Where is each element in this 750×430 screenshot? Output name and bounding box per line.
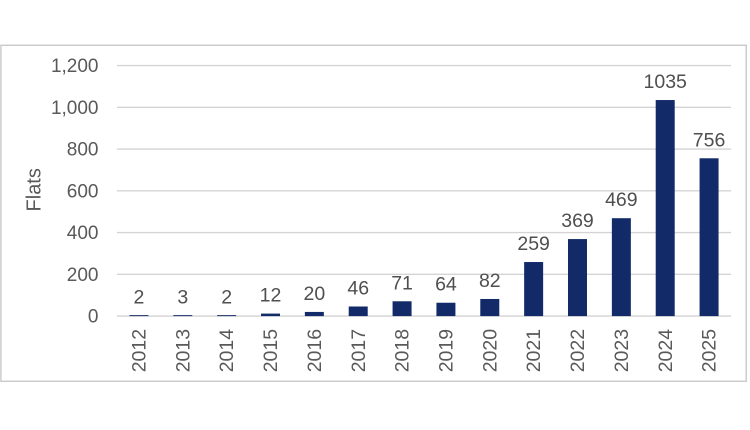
- svg-text:0: 0: [88, 307, 99, 328]
- svg-text:2013: 2013: [172, 329, 194, 372]
- svg-text:469: 469: [605, 189, 638, 211]
- svg-text:2025: 2025: [699, 329, 721, 373]
- svg-text:64: 64: [435, 274, 457, 296]
- svg-text:2016: 2016: [304, 329, 326, 372]
- svg-text:400: 400: [67, 223, 99, 244]
- svg-text:600: 600: [67, 181, 99, 202]
- svg-text:2022: 2022: [567, 329, 589, 372]
- svg-text:2024: 2024: [655, 329, 677, 373]
- svg-text:2017: 2017: [348, 329, 370, 372]
- svg-text:369: 369: [561, 210, 594, 232]
- svg-text:3: 3: [177, 286, 188, 308]
- svg-text:200: 200: [67, 265, 99, 286]
- svg-text:2: 2: [134, 287, 145, 309]
- svg-text:2012: 2012: [129, 329, 151, 372]
- svg-text:2018: 2018: [392, 329, 414, 372]
- svg-text:20: 20: [304, 283, 326, 305]
- svg-text:Flats: Flats: [24, 168, 46, 211]
- svg-text:1,200: 1,200: [51, 56, 99, 77]
- svg-text:12: 12: [260, 285, 282, 307]
- svg-text:2: 2: [221, 287, 232, 309]
- svg-text:46: 46: [347, 278, 369, 300]
- svg-text:1035: 1035: [644, 71, 688, 93]
- svg-text:2023: 2023: [611, 329, 633, 372]
- svg-text:1,000: 1,000: [51, 98, 99, 119]
- svg-text:259: 259: [517, 233, 550, 255]
- svg-text:2019: 2019: [436, 329, 458, 372]
- svg-text:2014: 2014: [216, 329, 238, 373]
- svg-text:82: 82: [479, 270, 501, 292]
- svg-text:2021: 2021: [523, 329, 545, 372]
- svg-text:71: 71: [391, 272, 413, 294]
- svg-text:756: 756: [693, 129, 726, 151]
- svg-text:800: 800: [67, 140, 99, 161]
- svg-text:2020: 2020: [479, 329, 501, 373]
- svg-text:2015: 2015: [260, 329, 282, 373]
